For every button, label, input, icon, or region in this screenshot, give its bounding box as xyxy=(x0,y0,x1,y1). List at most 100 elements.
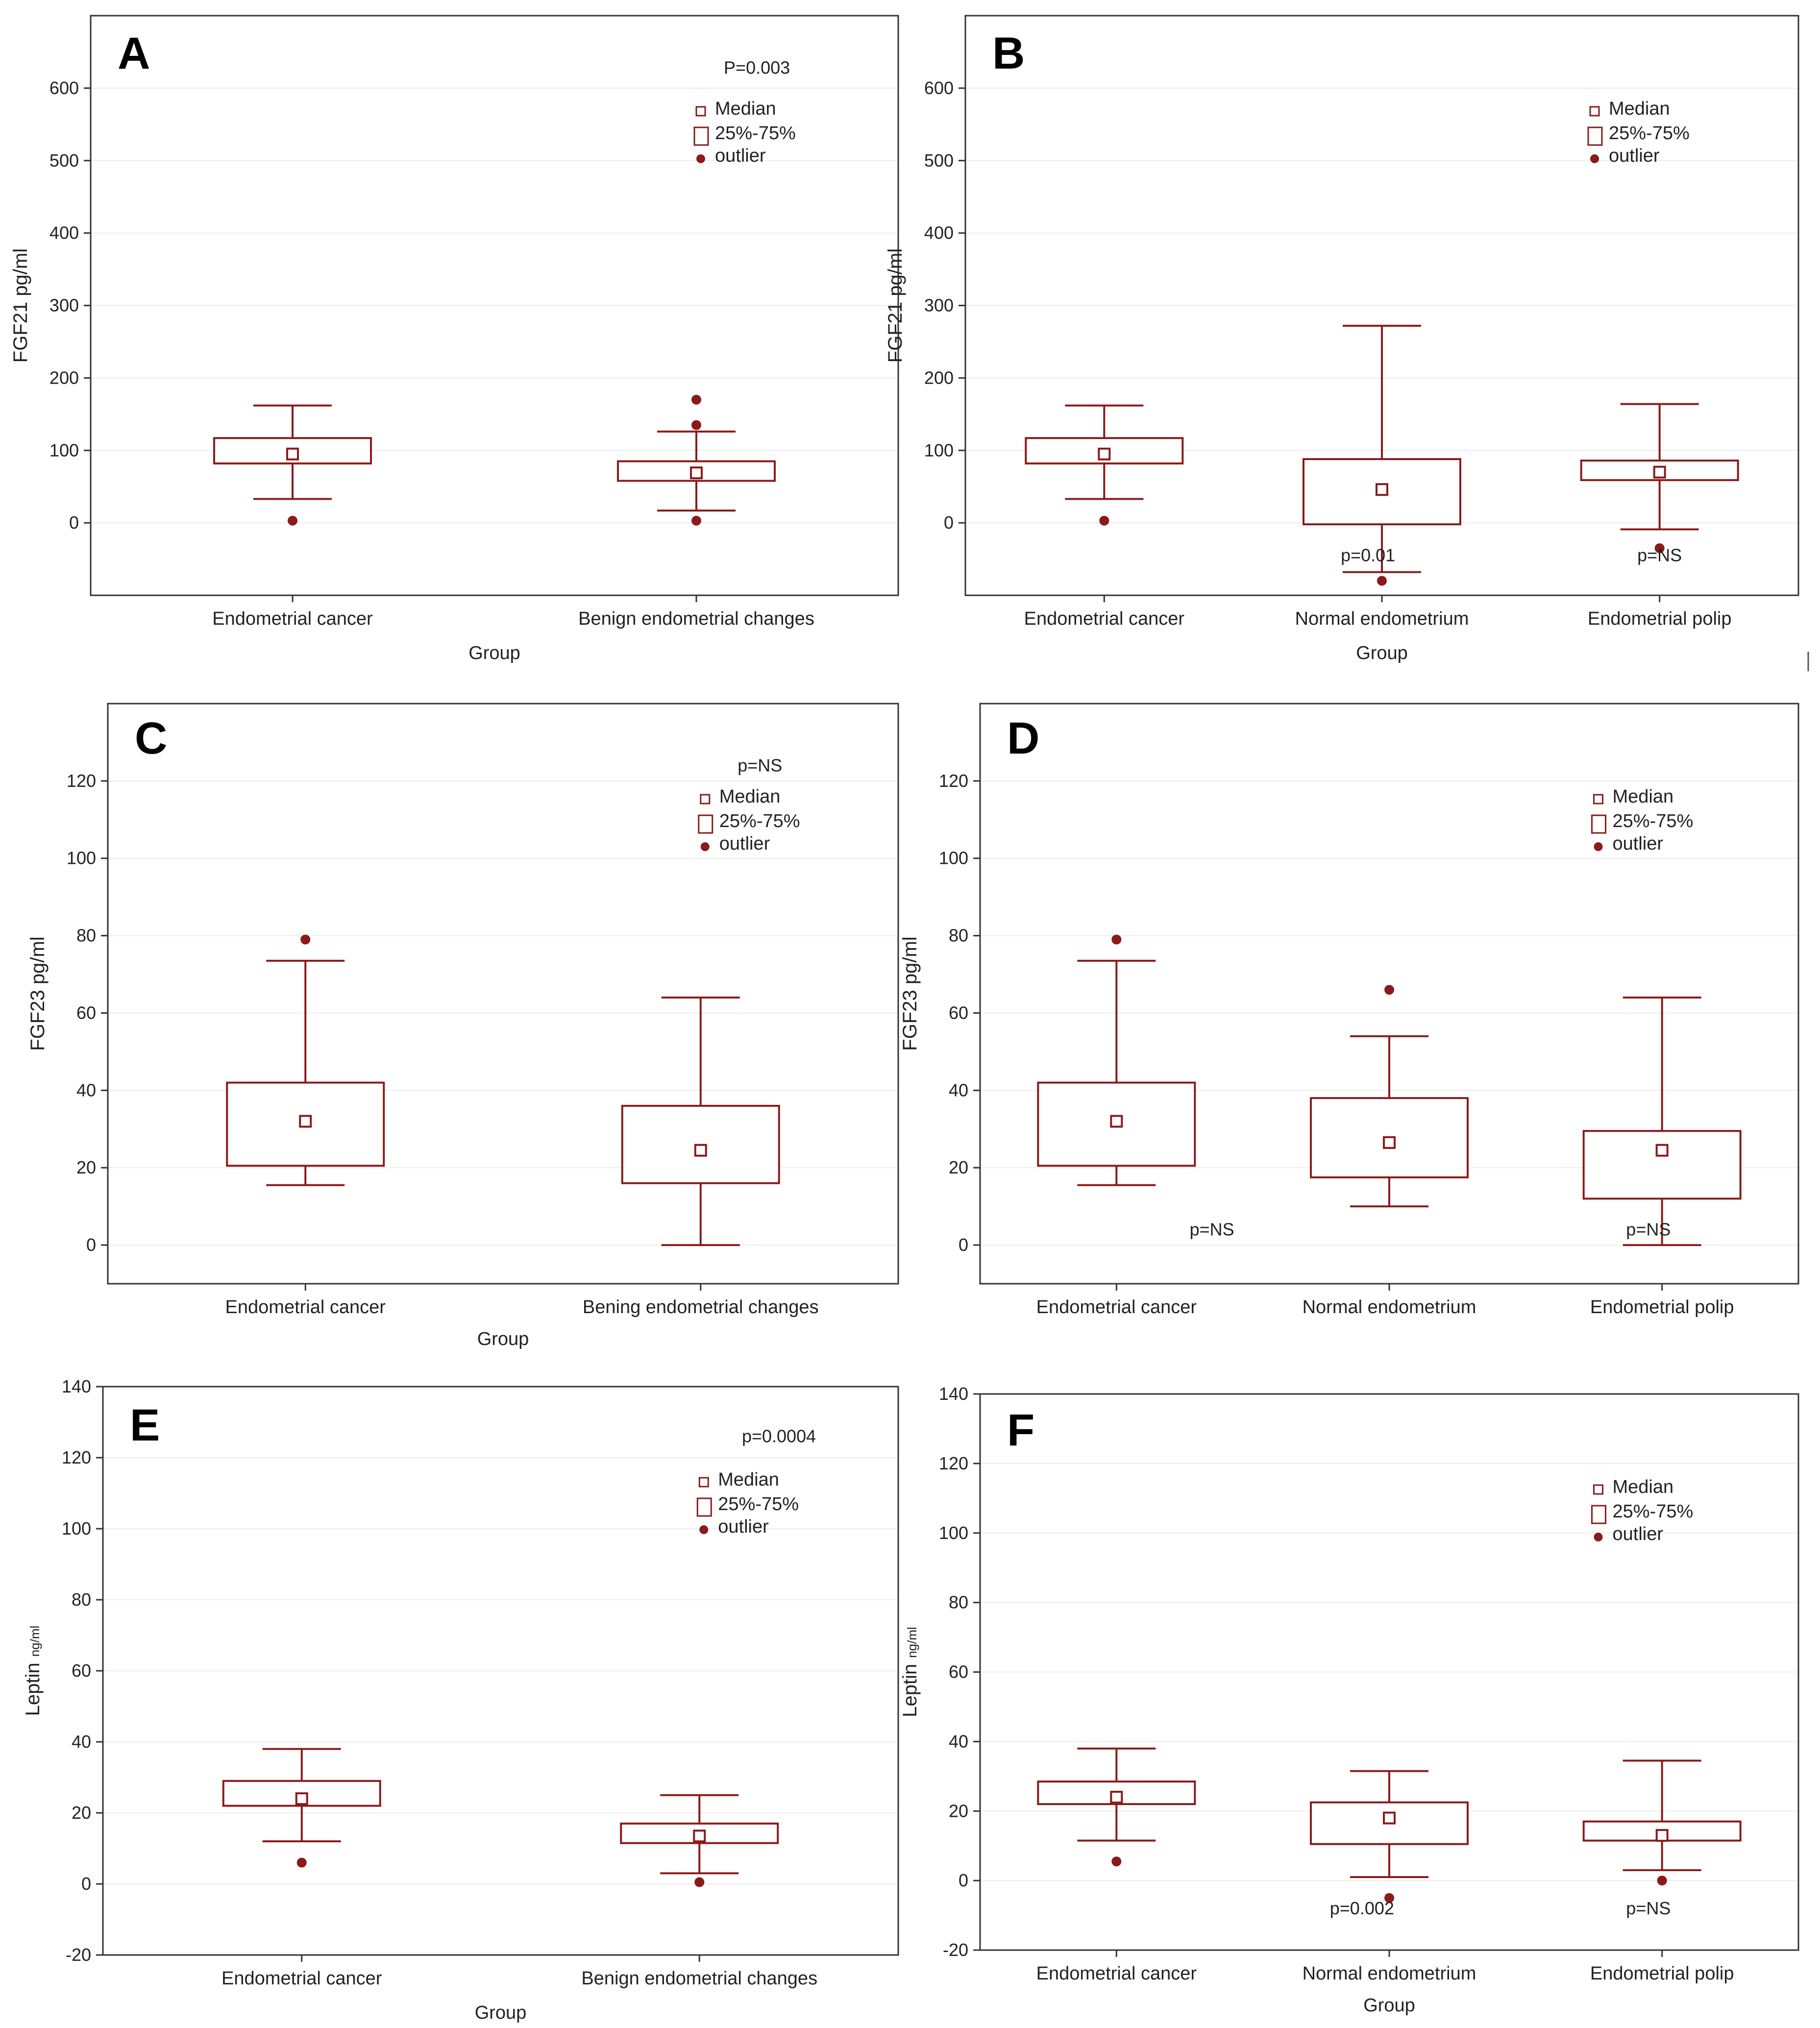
y-tick-label: 60 xyxy=(76,1002,96,1023)
legend-iqr-swatch xyxy=(693,126,709,146)
x-category-label: Endometrial cancer xyxy=(225,1297,386,1318)
y-axis-label: FGF23 pg/ml xyxy=(899,936,921,1051)
y-tick-label: 120 xyxy=(939,771,968,791)
outlier-point xyxy=(1384,1893,1394,1903)
panel-f: -20 0 20 40 60 80 100 120 140 Leptin ng/ml Endometr… xyxy=(899,1384,1799,2016)
panel-d: 0 20 40 60 80 100 120 FGF23 pg/ml Endometrial ca… xyxy=(899,703,1799,1318)
median-marker xyxy=(1110,1790,1123,1804)
panel-e: -20 0 20 40 60 80 100 120 140 Leptin ng/ml Endometr… xyxy=(22,1376,899,2023)
legend-iqr-label: 25%-75% xyxy=(719,811,800,831)
legend-outlier-label: outlier xyxy=(715,146,766,166)
legend-median-swatch xyxy=(695,106,706,117)
panel-b: 0 100 200 300 400 500 600 FGF21 pg/ml Endometria… xyxy=(885,15,1799,663)
panel-letter: E xyxy=(130,1400,160,1450)
y-tick-label: 100 xyxy=(62,1518,91,1539)
x-axis-label: Group xyxy=(468,643,520,663)
outlier-point xyxy=(288,515,297,526)
x-category-label: Endometrial cancer xyxy=(1024,609,1185,629)
legend-outlier-swatch xyxy=(700,842,710,851)
panel-letter: A xyxy=(118,28,150,78)
p-value-annotation: p=0.002 xyxy=(1330,1898,1394,1918)
y-tick-label: 40 xyxy=(949,1731,968,1751)
box-3 xyxy=(1582,996,1742,1246)
y-tick-label: 60 xyxy=(949,1002,968,1023)
legend-outlier-swatch xyxy=(1594,842,1603,851)
median-marker xyxy=(286,447,299,461)
y-tick-label: 400 xyxy=(924,223,954,243)
x-category-label: Endometrial cancer xyxy=(221,1968,382,1989)
box-2 xyxy=(620,1794,779,1887)
legend: Median 25%-75%outlier xyxy=(696,1469,799,1537)
legend: Median 25%-75%outlier xyxy=(693,98,796,166)
x-axis-label: Group xyxy=(477,1329,529,1349)
iqr-box xyxy=(1582,1130,1742,1200)
outlier-point xyxy=(1377,576,1387,586)
y-tick-label: 0 xyxy=(959,1235,968,1255)
outlier-point xyxy=(1099,515,1109,526)
legend-iqr-label: 25%-75% xyxy=(1613,811,1694,831)
y-axis-label: FGF21 pg/ml xyxy=(885,248,906,363)
legend-median-label: Median xyxy=(1609,98,1670,119)
y-axis-label-text: FGF21 pg/ml xyxy=(10,248,31,363)
legend: Median 25%-75%outlier xyxy=(1587,98,1690,166)
x-category-label: Normal endometrium xyxy=(1295,609,1469,629)
y-tick-label: 500 xyxy=(924,150,954,171)
x-axis-label: Group xyxy=(1356,643,1408,663)
panel-letter: B xyxy=(992,28,1025,78)
outlier-point xyxy=(1657,1876,1667,1886)
y-tick-label: 60 xyxy=(949,1662,968,1682)
legend-iqr-swatch xyxy=(696,1497,712,1517)
p-value-annotation: p=0.01 xyxy=(1341,545,1395,565)
y-tick-label: 20 xyxy=(76,1157,96,1177)
legend-median-swatch xyxy=(700,794,711,805)
legend-median-label: Median xyxy=(719,786,781,807)
legend: Median 25%-75%outlier xyxy=(698,786,800,854)
outlier-point xyxy=(694,1877,705,1887)
y-axis-label: FGF23 pg/ml xyxy=(27,936,49,1051)
y-tick-label: 80 xyxy=(949,1592,968,1613)
y-tick-label: 600 xyxy=(924,78,954,98)
median-marker xyxy=(690,466,703,480)
y-tick-label: -20 xyxy=(66,1945,91,1965)
box-1 xyxy=(213,404,372,526)
legend-median-label: Median xyxy=(1613,786,1674,807)
y-tick-label: 400 xyxy=(49,223,79,243)
outlier-point xyxy=(691,515,701,526)
legend-median-swatch xyxy=(1593,794,1603,805)
legend-outlier-swatch xyxy=(699,1525,709,1534)
legend-outlier-swatch xyxy=(696,154,705,163)
y-tick-label: 40 xyxy=(949,1080,968,1100)
legend-outlier-label: outlier xyxy=(1613,1524,1664,1544)
y-tick-label: 100 xyxy=(939,1523,968,1543)
legend-outlier-swatch xyxy=(1590,154,1599,163)
y-tick-label: 300 xyxy=(924,295,954,316)
y-tick-label: 500 xyxy=(49,150,79,171)
median-marker xyxy=(1655,1829,1669,1842)
y-tick-label: 40 xyxy=(76,1080,96,1100)
y-axis-label: Leptin ng/ml xyxy=(899,1627,921,1717)
legend-iqr-label: 25%-75% xyxy=(718,1494,799,1515)
x-axis-label: Group xyxy=(1363,1995,1415,2016)
p-value-annotation: p=NS xyxy=(1626,1898,1671,1918)
y-tick-label: 60 xyxy=(72,1661,91,1681)
y-tick-label: 300 xyxy=(49,295,79,316)
p-value-annotation: p=NS xyxy=(1626,1219,1671,1239)
box-3 xyxy=(1580,403,1739,553)
y-tick-label: 20 xyxy=(72,1803,91,1823)
box-1 xyxy=(1037,934,1196,1186)
box-1 xyxy=(222,1748,381,1868)
legend: Median 25%-75%outlier xyxy=(1591,786,1694,854)
legend: Median 25%-75%outlier xyxy=(1591,1477,1693,1544)
y-axis-label-text: Leptin xyxy=(899,1664,921,1717)
y-tick-label: 140 xyxy=(62,1376,91,1396)
outlier-point xyxy=(1384,985,1394,995)
y-axis-label: FGF21 pg/ml xyxy=(10,248,31,363)
box-1 xyxy=(226,934,385,1186)
legend-iqr-swatch xyxy=(1591,814,1606,834)
legend-median-swatch xyxy=(1589,106,1600,117)
legend-outlier-label: outlier xyxy=(1609,146,1660,166)
x-category-label: Endometrial cancer xyxy=(1036,1297,1197,1318)
outlier-point xyxy=(1111,1857,1122,1867)
legend-iqr-swatch xyxy=(698,814,713,834)
